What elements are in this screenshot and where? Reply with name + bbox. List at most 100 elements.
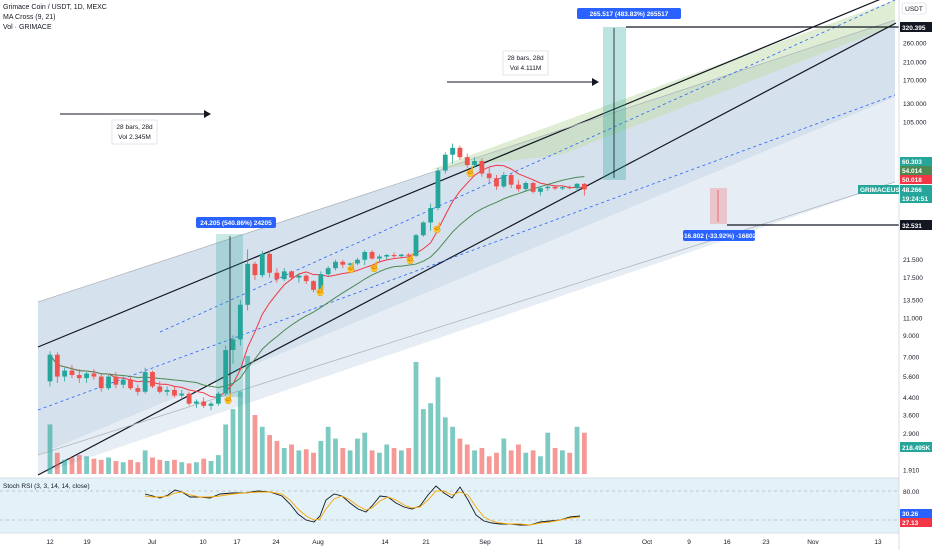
candle-body <box>76 375 82 379</box>
volume-bar <box>113 461 119 474</box>
date-tick-label: 24 <box>272 539 280 546</box>
volume-bar <box>552 448 558 474</box>
info-box-2[interactable]: 28 bars, 28d Vol 4.111M <box>502 50 549 76</box>
tag-target: 32.531 <box>902 223 922 230</box>
volume-bar <box>274 440 280 474</box>
volume-bars <box>47 356 587 474</box>
candle-body <box>62 370 68 377</box>
measure-label-down[interactable]: -16.802 (-33.92%) -16802 <box>682 230 757 241</box>
volume-bar <box>69 457 75 474</box>
volume-bar <box>76 455 82 474</box>
trend-channels[interactable] <box>37 0 897 476</box>
candle-body <box>274 272 280 280</box>
measure-label-2[interactable]: 265.517 (483.83%) 265517 <box>577 8 681 19</box>
volume-bar <box>523 452 529 474</box>
volume-bar <box>84 456 89 474</box>
measure-rect-down[interactable] <box>710 188 727 224</box>
volume-bar <box>259 426 265 474</box>
arrow-head-1 <box>204 110 211 118</box>
candle-body <box>289 271 294 278</box>
tag-top: 320.395 <box>902 25 926 32</box>
date-axis[interactable]: 12 19 Jul 10 17 24 Aug 14 21 Sep 11 18 Oct 9 16 23 Nov 13 <box>46 539 882 546</box>
candle-body <box>47 354 53 382</box>
candle-body <box>281 271 287 280</box>
date-tick-label: 10 <box>199 539 207 546</box>
candle-body <box>311 281 316 290</box>
tag-ma-a-bg <box>900 157 932 166</box>
info-box-1[interactable]: 28 bars, 28d Vol 2.345M <box>111 119 158 145</box>
measure-label-2-text: 265.517 (483.83%) 265517 <box>590 11 669 18</box>
measure-label-1[interactable]: 24.205 (540.86%) 24205 <box>196 217 276 228</box>
date-tick-label: 19 <box>83 539 91 546</box>
volume-bar <box>420 409 426 474</box>
volume-bar <box>369 450 375 474</box>
candle-body <box>479 160 485 174</box>
volume-bar <box>472 450 477 474</box>
candle-body <box>186 393 192 404</box>
volume-label[interactable]: Vol · GRIMACE <box>3 24 52 31</box>
volume-bar <box>223 424 229 474</box>
candle-body <box>252 263 258 276</box>
candle-body <box>457 147 463 158</box>
hand-icon: ☝ <box>222 392 234 405</box>
measure-label-down-text: -16.802 (-33.92%) -16802 <box>682 233 757 240</box>
volume-bar <box>347 450 353 474</box>
candle-body <box>560 187 565 189</box>
volume-bar <box>91 458 97 474</box>
candle-body <box>84 373 89 379</box>
candle-body <box>472 160 477 165</box>
volume-bar <box>406 448 412 474</box>
candle-body <box>545 186 551 189</box>
price-tick-label: 13.500 <box>903 298 923 305</box>
volume-bar <box>208 461 214 474</box>
date-tick-label: 17 <box>233 539 241 546</box>
candle-body <box>384 255 390 257</box>
date-tick-label: 11 <box>537 539 544 546</box>
price-axis[interactable]: 260.000 210.000 170.000 130.000 105.000 21.50… <box>903 41 927 496</box>
tag-ma-b: 54.014 <box>902 168 922 175</box>
candle-body <box>223 350 229 394</box>
tag-ma-c: 50.018 <box>902 177 922 184</box>
date-tick-label: Sep <box>479 539 491 546</box>
hand-icon: ☝ <box>464 165 476 178</box>
volume-bar <box>172 459 177 474</box>
candle-body <box>450 147 455 155</box>
tag-stoch-d: 27.13 <box>902 520 919 527</box>
tag-stoch-k-bg <box>900 509 932 518</box>
hand-markers: ☝ ☝ ☝ ☝ ☝ ☝ ☝ <box>222 165 476 405</box>
tag-target-bg <box>900 220 932 230</box>
channel-fill-upper <box>38 20 895 455</box>
ma-cross-label[interactable]: MA Cross (9, 21) <box>3 14 56 21</box>
volume-bar <box>377 452 382 474</box>
volume-bar <box>428 403 434 474</box>
volume-bar <box>355 438 360 474</box>
candle-body <box>201 401 207 406</box>
stoch-panel[interactable] <box>0 478 899 533</box>
candle-body <box>164 389 170 392</box>
candle-body <box>120 379 126 385</box>
price-axis-bg[interactable] <box>899 0 932 550</box>
measure-label-1-text: 24.205 (540.86%) 24205 <box>200 220 272 227</box>
volume-bar <box>464 444 470 474</box>
candle-body <box>172 389 177 396</box>
volume-bar <box>54 452 60 474</box>
channel-line-top[interactable] <box>37 0 893 348</box>
currency-badge[interactable] <box>901 2 927 15</box>
candle-body <box>333 261 338 269</box>
price-tick-label: 5.600 <box>903 374 920 381</box>
candle-body <box>54 354 60 377</box>
volume-bar <box>486 456 492 474</box>
candle-body <box>486 173 492 179</box>
volume-bar <box>120 462 126 474</box>
volume-bar <box>398 450 404 474</box>
volume-bar <box>391 448 397 474</box>
channel-line-bottom[interactable] <box>37 22 897 476</box>
measure-rect-2[interactable] <box>603 27 626 180</box>
volume-bar <box>494 452 499 474</box>
candle-body <box>501 175 507 187</box>
candle-body <box>194 401 199 404</box>
candle-body <box>208 403 214 406</box>
date-tick-label: 21 <box>422 539 430 546</box>
